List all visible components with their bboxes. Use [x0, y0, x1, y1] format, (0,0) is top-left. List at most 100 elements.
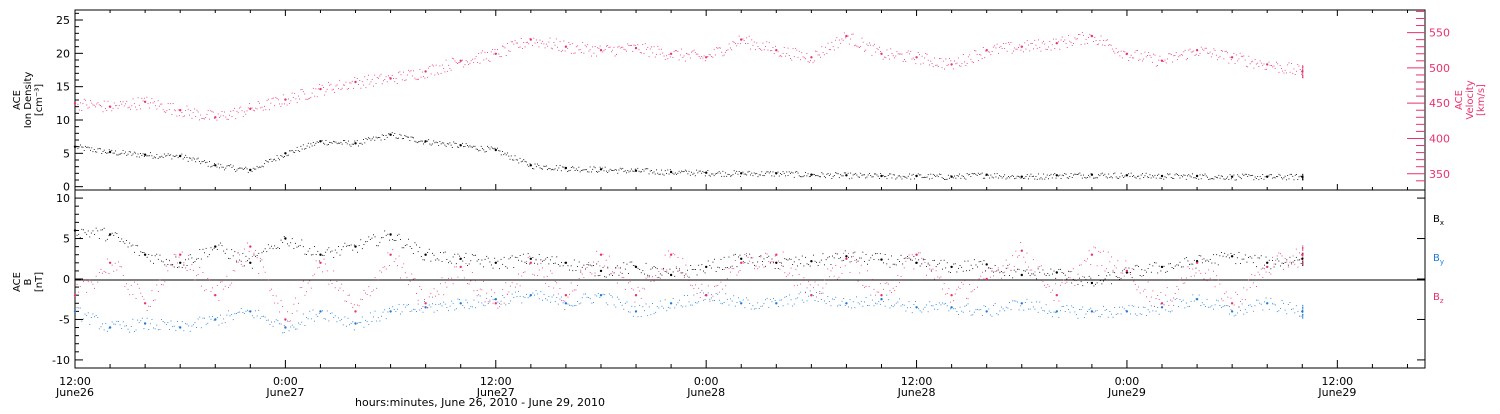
- by-sample: [578, 303, 580, 305]
- velocity-point: [249, 107, 252, 111]
- b-label-line2: B: [23, 278, 34, 285]
- bz-sample: [449, 279, 451, 281]
- velocity-sample: [399, 71, 401, 73]
- bx-sample: [389, 239, 390, 241]
- bz-sample: [551, 272, 553, 274]
- velocity-sample: [150, 102, 151, 104]
- velocity-sample: [135, 106, 136, 108]
- by-point: [179, 326, 182, 329]
- by-sample: [1010, 309, 1012, 311]
- velocity-sample: [1154, 54, 1156, 56]
- bz-sample: [444, 282, 446, 284]
- bx-sample: [232, 255, 234, 257]
- bz-sample: [577, 285, 578, 286]
- density-sample: [880, 173, 882, 174]
- density-sample: [384, 139, 386, 140]
- velocity-sample: [96, 103, 98, 105]
- density-sample: [1139, 178, 1141, 180]
- bx-sample: [471, 254, 473, 256]
- velocity-sample: [419, 69, 421, 70]
- bz-sample: [124, 286, 126, 288]
- bz-sample: [1075, 279, 1077, 281]
- density-sample: [850, 172, 852, 174]
- velocity-sample: [845, 37, 847, 39]
- velocity-sample: [947, 64, 949, 66]
- density-sample: [398, 137, 399, 139]
- velocity-sample: [1276, 61, 1277, 63]
- bz-sample: [940, 276, 942, 278]
- density-sample: [1259, 176, 1261, 178]
- by-sample: [143, 328, 145, 330]
- bx-sample: [89, 236, 91, 238]
- velocity-sample: [202, 118, 204, 119]
- by-point: [1125, 310, 1129, 313]
- density-sample: [1218, 174, 1220, 176]
- velocity-sample: [1165, 62, 1167, 64]
- velocity-sample: [1250, 61, 1252, 63]
- bx-point: [143, 253, 147, 256]
- density-sample: [1180, 175, 1182, 176]
- density-sample: [847, 172, 849, 174]
- bz-sample: [1088, 250, 1090, 252]
- density-sample: [186, 157, 188, 158]
- bz-sample: [457, 276, 459, 278]
- density-point: [529, 164, 532, 167]
- x-tick-time: 0:00: [273, 375, 298, 388]
- bx-sample: [444, 251, 446, 253]
- velocity-sample: [385, 76, 387, 78]
- bz-sample: [996, 270, 998, 272]
- density-sample: [1085, 177, 1087, 179]
- bx-point: [564, 261, 568, 264]
- density-sample: [663, 174, 665, 176]
- bz-point: [1160, 302, 1164, 305]
- bx-sample: [521, 260, 523, 262]
- density-sample: [1230, 178, 1232, 180]
- bx-sample: [1107, 272, 1109, 273]
- bx-sample: [157, 258, 159, 260]
- density-sample: [236, 169, 238, 171]
- velocity-sample: [436, 72, 438, 74]
- bz-sample: [891, 292, 892, 293]
- velocity-sample: [1073, 43, 1074, 44]
- density-sample: [722, 170, 724, 172]
- bz-sample: [1112, 269, 1114, 271]
- bz-sample: [1096, 265, 1098, 267]
- density-sample: [882, 175, 884, 177]
- by-sample: [352, 321, 354, 323]
- velocity-sample: [646, 48, 647, 50]
- density-sample: [270, 158, 272, 160]
- velocity-sample: [507, 43, 508, 44]
- density-sample: [394, 133, 396, 134]
- bz-sample: [1284, 258, 1286, 259]
- density-sample: [621, 168, 622, 170]
- density-sample: [122, 150, 124, 151]
- bz-sample: [1015, 250, 1017, 252]
- bx-sample: [1109, 274, 1111, 276]
- density-sample: [345, 142, 347, 143]
- by-sample: [97, 317, 99, 318]
- density-sample: [568, 170, 570, 172]
- bz-point: [599, 253, 603, 256]
- bx-sample: [465, 252, 467, 254]
- velocity-sample: [319, 84, 321, 85]
- density-sample: [602, 167, 604, 169]
- velocity-sample: [182, 116, 184, 118]
- velocity-sample: [696, 53, 698, 55]
- bz-sample: [701, 283, 703, 285]
- bz-sample: [828, 276, 830, 278]
- bz-sample: [1026, 252, 1028, 254]
- density-point: [354, 142, 357, 145]
- density-sample: [890, 173, 892, 175]
- by-sample: [1152, 310, 1154, 312]
- velocity-sample: [271, 98, 273, 100]
- velocity-sample: [818, 54, 820, 56]
- x-tick-day: June28: [686, 386, 725, 399]
- bx-sample: [414, 242, 416, 244]
- bz-sample: [754, 268, 755, 270]
- b-label-line1: ACE: [12, 272, 23, 292]
- bx-sample: [1060, 268, 1061, 270]
- velocity-sample: [181, 112, 183, 113]
- density-sample: [1182, 176, 1183, 178]
- by-sample: [1055, 312, 1057, 314]
- velocity-sample: [773, 53, 775, 54]
